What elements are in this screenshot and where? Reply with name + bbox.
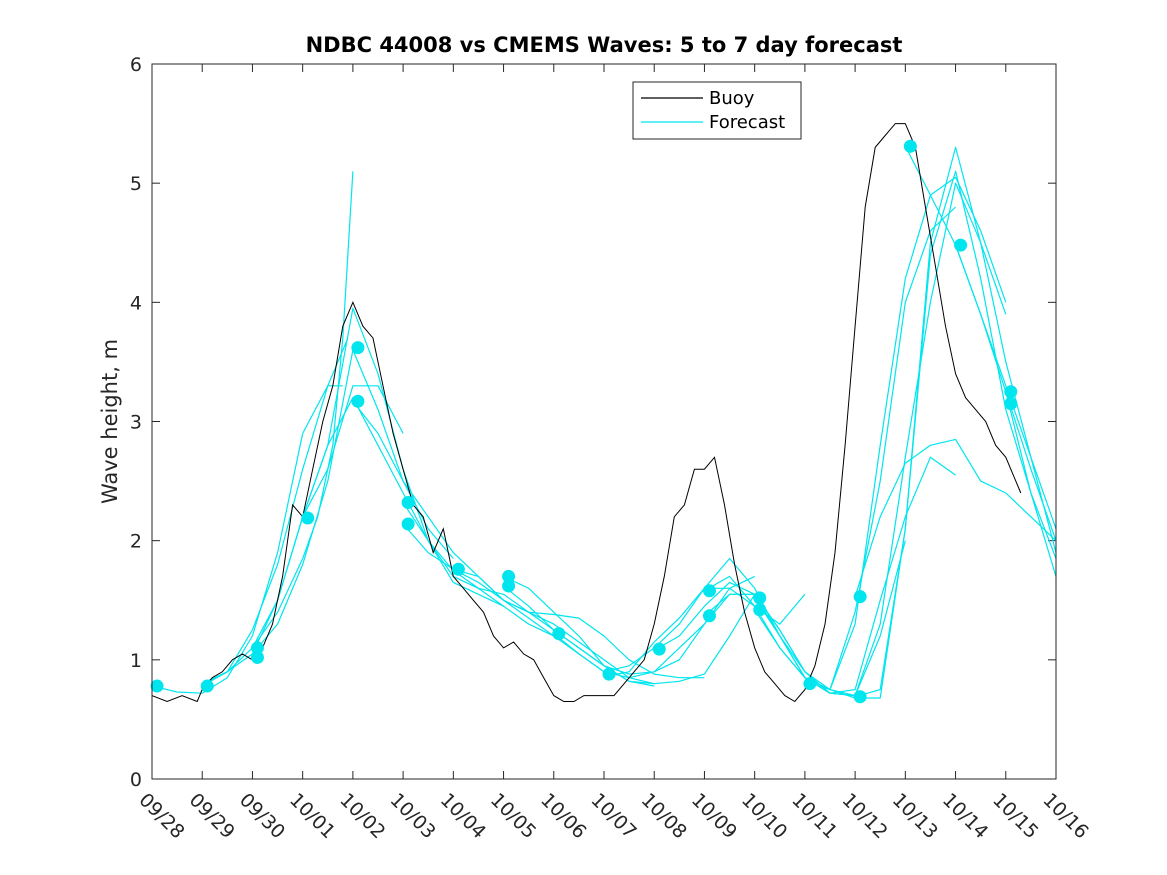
buoy-line xyxy=(152,123,1022,703)
x-tick-label: 10/14 xyxy=(938,789,992,843)
x-tick-label: 10/13 xyxy=(888,789,942,843)
forecast-marker xyxy=(853,590,867,604)
forecast-marker xyxy=(1004,385,1018,399)
forecast-marker xyxy=(200,679,214,693)
legend-buoy-label: Buoy xyxy=(709,88,755,109)
x-tick-label: 09/28 xyxy=(134,789,188,843)
x-tick-label: 10/01 xyxy=(285,789,339,843)
x-tick-label: 10/12 xyxy=(838,789,892,843)
x-tick-label: 10/04 xyxy=(436,789,490,843)
y-tick-label: 6 xyxy=(130,54,142,76)
forecast-marker xyxy=(301,511,315,525)
forecast-marker xyxy=(250,641,264,655)
legend: Buoy Forecast xyxy=(632,81,802,140)
y-tick-label: 1 xyxy=(130,650,142,672)
marker-layer xyxy=(150,139,1018,704)
forecast-marker xyxy=(702,584,716,598)
chart-title: NDBC 44008 vs CMEMS Waves: 5 to 7 day fo… xyxy=(306,33,903,57)
forecast-line xyxy=(251,397,504,649)
plot-frame xyxy=(151,63,1057,780)
forecast-line xyxy=(201,171,354,687)
forecast-marker xyxy=(702,609,716,623)
forecast-marker xyxy=(753,591,767,605)
forecast-line xyxy=(453,568,705,679)
x-tick-label: 09/30 xyxy=(235,789,289,843)
forecast-line xyxy=(503,575,756,685)
forecast-line xyxy=(1005,391,1056,577)
x-tick-label: 10/05 xyxy=(486,789,540,843)
forecast-marker xyxy=(803,677,817,691)
x-tick-label: 10/06 xyxy=(536,789,590,843)
y-tick-label: 4 xyxy=(130,292,142,314)
forecast-line xyxy=(804,170,1056,699)
forecast-line xyxy=(152,385,343,694)
forecast-marker xyxy=(853,690,867,704)
forecast-marker xyxy=(1004,397,1018,411)
forecast-marker xyxy=(401,517,415,531)
series-layer xyxy=(152,123,1056,703)
forecast-marker xyxy=(954,238,968,252)
forecast-marker xyxy=(401,496,415,510)
legend-forecast-label: Forecast xyxy=(709,112,785,133)
x-tick-label: 10/03 xyxy=(386,789,440,843)
x-tick-label: 10/09 xyxy=(687,789,741,843)
x-tick-label: 10/10 xyxy=(737,789,791,843)
y-axis: 0 1 2 3 4 5 6 xyxy=(130,54,1056,791)
forecast-marker xyxy=(250,650,264,664)
forecast-marker xyxy=(502,569,516,583)
forecast-marker xyxy=(351,341,365,355)
y-axis-label: Wave height, m xyxy=(98,339,122,504)
y-tick-label: 3 xyxy=(130,412,142,434)
forecast-marker xyxy=(150,679,164,693)
forecast-marker xyxy=(502,579,516,593)
forecast-line xyxy=(754,182,1007,697)
forecast-marker xyxy=(351,394,365,408)
forecast-marker xyxy=(451,562,465,576)
forecast-marker xyxy=(753,603,767,617)
forecast-marker xyxy=(652,642,666,656)
forecast-marker xyxy=(903,139,917,153)
forecast-marker xyxy=(552,627,566,641)
x-tick-label: 10/08 xyxy=(637,789,691,843)
x-tick-label: 10/16 xyxy=(1038,789,1092,843)
forecast-line xyxy=(754,176,1007,691)
x-tick-label: 10/07 xyxy=(586,789,640,843)
x-tick-label: 09/29 xyxy=(185,789,239,843)
legend-box xyxy=(632,81,802,140)
y-tick-label: 5 xyxy=(130,173,142,195)
forecast-line xyxy=(854,146,1056,698)
forecast-marker xyxy=(602,667,616,681)
x-tick-label: 10/02 xyxy=(335,789,389,843)
y-tick-label: 0 xyxy=(130,769,142,791)
x-tick-label: 10/11 xyxy=(787,789,841,843)
x-tick-label: 10/15 xyxy=(988,789,1042,843)
y-tick-label: 2 xyxy=(130,531,142,553)
forecast-line xyxy=(854,438,1056,597)
